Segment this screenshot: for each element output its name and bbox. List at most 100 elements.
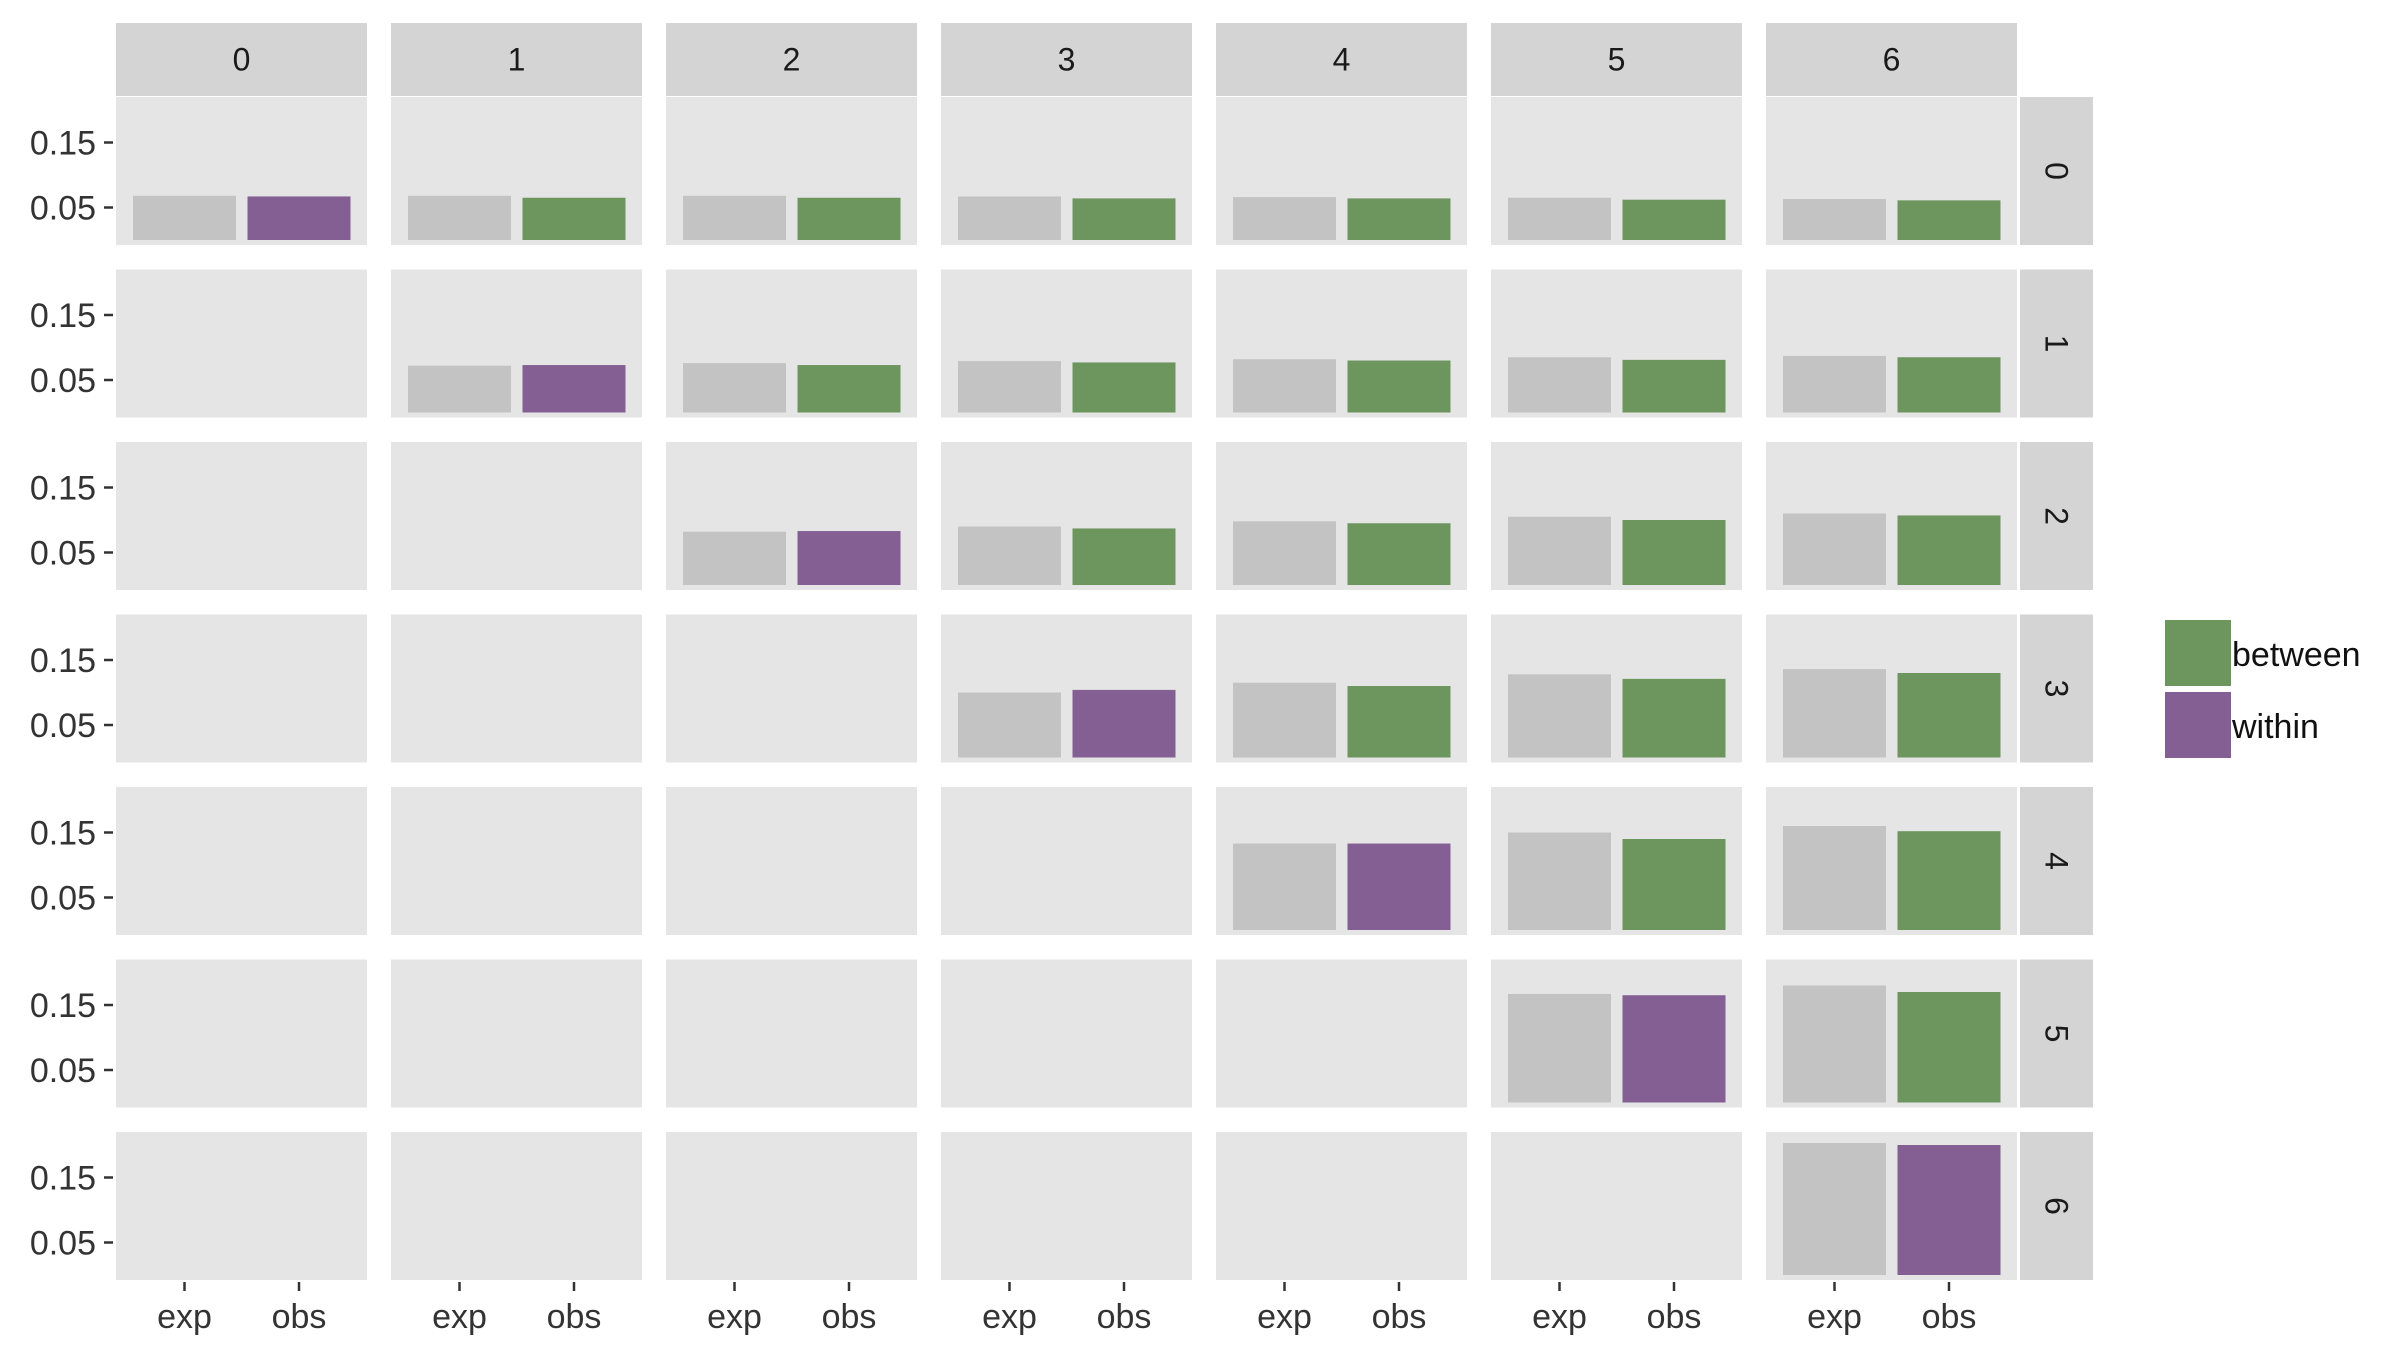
bar-exp-2-5 bbox=[1508, 516, 1611, 585]
bar-obs-3-6 bbox=[1897, 673, 2001, 758]
legend-label-between: between bbox=[2232, 636, 2361, 674]
panel-6-5 bbox=[1491, 1132, 1742, 1280]
row-strip-5 bbox=[2020, 959, 2093, 1108]
column-strip-label-4: 4 bbox=[1333, 42, 1351, 78]
bar-obs-0-0 bbox=[247, 196, 351, 240]
bar-obs-0-3 bbox=[1072, 198, 1176, 240]
bar-exp-0-3 bbox=[958, 196, 1061, 240]
bar-exp-1-5 bbox=[1508, 357, 1611, 413]
bar-obs-1-4 bbox=[1347, 360, 1451, 413]
x-tick-label-obs: obs bbox=[822, 1298, 877, 1336]
row-strip-2 bbox=[2020, 442, 2093, 590]
panel-4-0 bbox=[116, 787, 367, 935]
bar-exp-0-4 bbox=[1233, 197, 1336, 240]
bar-obs-0-5 bbox=[1622, 199, 1726, 240]
legend-key-between bbox=[2165, 620, 2231, 686]
row-strip-1 bbox=[2020, 269, 2093, 418]
bar-obs-1-2 bbox=[797, 365, 901, 413]
x-tick-label-obs: obs bbox=[1097, 1298, 1152, 1336]
panel-3-0 bbox=[116, 614, 367, 763]
panel-5-2 bbox=[666, 959, 917, 1108]
column-strip-4 bbox=[1216, 23, 1467, 96]
y-tick-label: 0.15 bbox=[30, 125, 96, 163]
y-tick-label: 0.15 bbox=[30, 642, 96, 680]
bar-exp-0-1 bbox=[408, 195, 511, 240]
bar-exp-3-5 bbox=[1508, 674, 1611, 758]
y-tick-label: 0.05 bbox=[30, 362, 96, 400]
bar-obs-5-6 bbox=[1897, 992, 2001, 1103]
row-strip-label-6: 6 bbox=[2039, 1197, 2075, 1215]
x-tick-label-obs: obs bbox=[272, 1298, 327, 1336]
panel-5-4 bbox=[1216, 959, 1467, 1108]
row-strip-label-0: 0 bbox=[2039, 162, 2075, 180]
row-strip-3 bbox=[2020, 614, 2093, 763]
bar-obs-1-1 bbox=[522, 365, 626, 413]
bar-exp-2-6 bbox=[1783, 513, 1886, 585]
row-strip-label-5: 5 bbox=[2039, 1025, 2075, 1043]
bar-exp-6-6 bbox=[1783, 1143, 1886, 1275]
panel-6-1 bbox=[391, 1132, 642, 1280]
panel-5-1 bbox=[391, 959, 642, 1108]
bar-exp-5-6 bbox=[1783, 985, 1886, 1103]
legend: between within bbox=[2165, 620, 2361, 758]
column-strip-label-1: 1 bbox=[508, 42, 526, 78]
column-strip-1 bbox=[391, 23, 642, 96]
bar-obs-4-4 bbox=[1347, 843, 1451, 930]
y-tick-label: 0.15 bbox=[30, 1160, 96, 1198]
bar-obs-1-3 bbox=[1072, 362, 1176, 413]
x-tick-label-exp: exp bbox=[1257, 1298, 1312, 1336]
x-tick-label-obs: obs bbox=[1372, 1298, 1427, 1336]
panel-4-3 bbox=[941, 787, 1192, 935]
panel-3-2 bbox=[666, 614, 917, 763]
legend-key-within bbox=[2165, 692, 2231, 758]
bar-exp-4-5 bbox=[1508, 832, 1611, 930]
bar-exp-3-6 bbox=[1783, 669, 1886, 758]
panel-6-4 bbox=[1216, 1132, 1467, 1280]
y-tick-label: 0.05 bbox=[30, 190, 96, 228]
bar-obs-0-2 bbox=[797, 197, 901, 240]
row-strip-label-4: 4 bbox=[2039, 852, 2075, 870]
bar-obs-3-3 bbox=[1072, 689, 1176, 758]
row-strip-label-2: 2 bbox=[2039, 507, 2075, 525]
bar-obs-3-5 bbox=[1622, 678, 1726, 758]
y-tick-label: 0.05 bbox=[30, 707, 96, 745]
row-strip-label-1: 1 bbox=[2039, 335, 2075, 353]
bar-obs-2-6 bbox=[1897, 515, 2001, 585]
bar-exp-0-5 bbox=[1508, 197, 1611, 240]
bar-exp-1-1 bbox=[408, 365, 511, 413]
x-tick-label-obs: obs bbox=[547, 1298, 602, 1336]
panel-1-0 bbox=[116, 269, 367, 418]
x-tick-label-obs: obs bbox=[1922, 1298, 1977, 1336]
row-strip-label-3: 3 bbox=[2039, 680, 2075, 698]
panel-4-2 bbox=[666, 787, 917, 935]
bar-obs-0-4 bbox=[1347, 198, 1451, 240]
bar-exp-1-4 bbox=[1233, 359, 1336, 413]
column-strip-3 bbox=[941, 23, 1192, 96]
y-tick-label: 0.05 bbox=[30, 1052, 96, 1090]
x-tick-label-exp: exp bbox=[982, 1298, 1037, 1336]
y-tick-label: 0.05 bbox=[30, 1225, 96, 1263]
bar-obs-5-5 bbox=[1622, 995, 1726, 1103]
y-tick-label: 0.15 bbox=[30, 815, 96, 853]
bar-exp-4-6 bbox=[1783, 826, 1886, 930]
y-tick-label: 0.05 bbox=[30, 535, 96, 573]
bar-exp-5-5 bbox=[1508, 993, 1611, 1103]
panel-2-1 bbox=[391, 442, 642, 590]
bar-obs-0-6 bbox=[1897, 200, 2001, 240]
x-tick-label-exp: exp bbox=[1807, 1298, 1862, 1336]
x-tick-label-exp: exp bbox=[157, 1298, 212, 1336]
column-strip-6 bbox=[1766, 23, 2017, 96]
x-tick-label-obs: obs bbox=[1647, 1298, 1702, 1336]
bar-exp-2-2 bbox=[683, 531, 786, 585]
bar-obs-2-3 bbox=[1072, 528, 1176, 585]
bar-obs-2-5 bbox=[1622, 520, 1726, 585]
bar-exp-2-4 bbox=[1233, 521, 1336, 585]
panel-3-1 bbox=[391, 614, 642, 763]
y-tick-label: 0.05 bbox=[30, 880, 96, 918]
panel-6-0 bbox=[116, 1132, 367, 1280]
bar-exp-3-4 bbox=[1233, 682, 1336, 758]
x-tick-label-exp: exp bbox=[432, 1298, 487, 1336]
bar-obs-6-6 bbox=[1897, 1145, 2001, 1275]
column-strip-label-3: 3 bbox=[1058, 42, 1076, 78]
